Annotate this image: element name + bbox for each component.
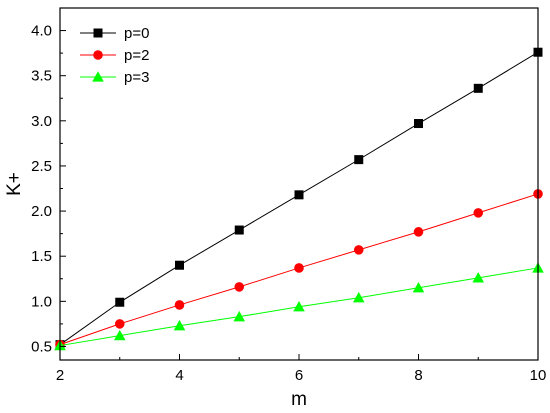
legend-marker bbox=[93, 50, 103, 60]
x-axis-ticks: 2 4 6 8 10 bbox=[56, 354, 547, 384]
data-point bbox=[473, 208, 484, 218]
data-point bbox=[114, 319, 125, 329]
data-point bbox=[472, 272, 485, 283]
plot-content bbox=[54, 47, 544, 351]
y-tick-label: 2.5 bbox=[31, 158, 52, 175]
x-tick-label: 10 bbox=[530, 367, 547, 384]
series-2 bbox=[54, 262, 544, 351]
y-tick-label: 0.5 bbox=[31, 338, 52, 355]
data-point bbox=[174, 300, 185, 310]
y-tick-label: 3.5 bbox=[31, 68, 52, 85]
y-tick-label: 3.0 bbox=[31, 113, 52, 130]
legend-label: p=0 bbox=[124, 25, 149, 42]
data-point bbox=[234, 225, 244, 235]
y-tick-label: 4.0 bbox=[31, 23, 52, 40]
data-point bbox=[115, 297, 125, 307]
data-point bbox=[113, 329, 126, 341]
legend-label: p=3 bbox=[124, 69, 149, 86]
data-point bbox=[414, 119, 423, 129]
x-tick-label: 8 bbox=[414, 367, 422, 384]
data-point bbox=[412, 281, 425, 293]
y-tick-label: 1.0 bbox=[31, 293, 52, 310]
data-point bbox=[233, 310, 246, 322]
legend-marker bbox=[92, 71, 104, 82]
x-tick-label: 4 bbox=[175, 367, 183, 384]
y-tick-label: 2.0 bbox=[31, 203, 52, 220]
data-point bbox=[473, 83, 483, 93]
data-point bbox=[173, 319, 186, 331]
x-tick-label: 6 bbox=[295, 367, 303, 384]
y-axis-title: K+ bbox=[4, 172, 25, 196]
x-tick-label: 2 bbox=[56, 367, 64, 384]
legend: p=0 p=2 p=3 bbox=[80, 25, 149, 86]
data-point bbox=[234, 282, 245, 292]
data-point bbox=[354, 155, 364, 165]
legend-label: p=2 bbox=[124, 47, 149, 64]
x-axis-title: m bbox=[291, 389, 307, 410]
data-point bbox=[352, 291, 365, 303]
data-point bbox=[413, 227, 424, 237]
data-point bbox=[353, 245, 364, 255]
series-1 bbox=[55, 189, 543, 350]
data-point bbox=[175, 260, 184, 270]
y-tick-label: 1.5 bbox=[31, 248, 52, 265]
data-point bbox=[293, 300, 305, 312]
data-point bbox=[294, 190, 304, 200]
data-point bbox=[294, 263, 304, 273]
legend-marker bbox=[93, 28, 103, 38]
y-axis-ticks: 0.5 1.0 1.5 2.0 2.5 3.0 3.5 4.0 bbox=[31, 23, 66, 355]
